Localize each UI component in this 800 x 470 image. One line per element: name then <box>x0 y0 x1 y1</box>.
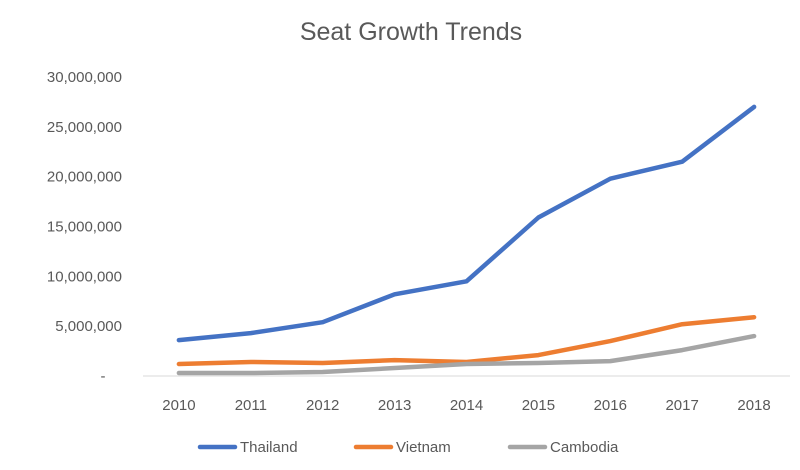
x-tick-label: 2011 <box>235 397 267 414</box>
x-tick-label: 2016 <box>594 397 627 414</box>
y-tick-label: 10,000,000 <box>47 268 122 285</box>
y-tick-label: - <box>101 368 106 385</box>
y-tick-label: 15,000,000 <box>47 219 122 236</box>
x-tick-label: 2013 <box>378 397 411 414</box>
series-line-cambodia <box>176 333 757 376</box>
x-tick-label: 2010 <box>162 397 195 414</box>
series-lines <box>176 104 757 376</box>
x-tick-label: 2012 <box>306 397 339 414</box>
legend-label-thailand: Thailand <box>240 439 298 456</box>
series-line-vietnam <box>176 314 757 367</box>
legend: Thailand Vietnam Cambodia <box>197 439 619 456</box>
y-tick-label: 20,000,000 <box>47 169 122 186</box>
x-tick-label: 2015 <box>522 397 555 414</box>
x-tick-label: 2017 <box>665 397 698 414</box>
series-line-thailand <box>176 104 757 343</box>
legend-label-vietnam: Vietnam <box>396 439 451 456</box>
y-tick-label: 25,000,000 <box>47 119 122 136</box>
x-axis: 2010 2011 2012 2013 2014 2015 2016 2017 2018 <box>143 375 790 414</box>
legend-label-cambodia: Cambodia <box>550 439 619 456</box>
y-axis-tick-labels: - 5,000,000 10,000,000 15,000,000 20,000,000… <box>47 69 122 385</box>
x-tick-label: 2014 <box>450 397 483 414</box>
y-tick-label: 30,000,000 <box>47 69 122 86</box>
chart-title: Seat Growth Trends <box>300 18 522 46</box>
x-tick-label: 2018 <box>737 397 770 414</box>
y-tick-label: 5,000,000 <box>55 318 122 335</box>
